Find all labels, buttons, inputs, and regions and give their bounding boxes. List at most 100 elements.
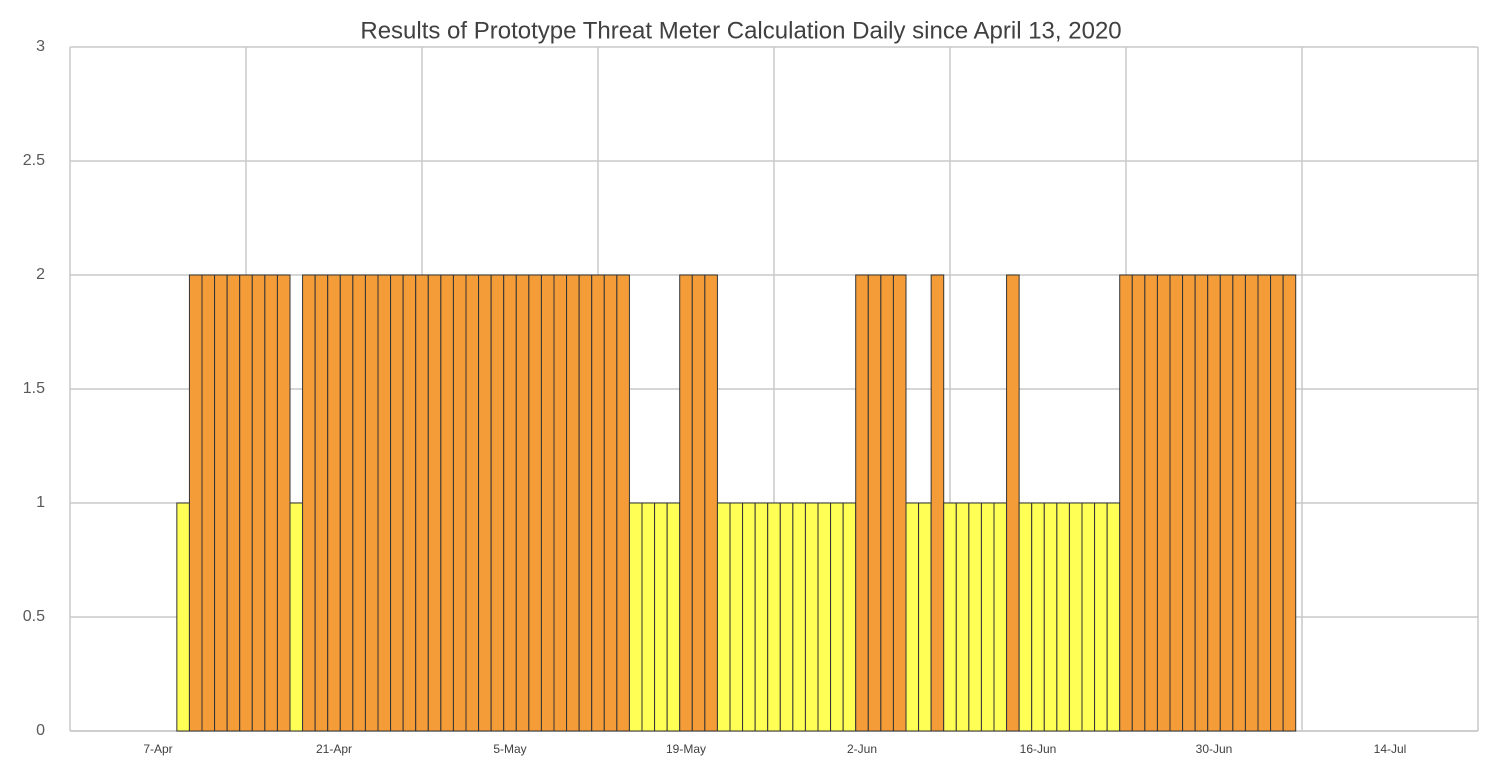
bar [578,274,593,732]
bar [880,274,894,732]
bar [905,502,920,732]
bar [767,502,781,732]
x-tick-label: 7-Apr [143,742,172,756]
bar [691,274,706,732]
bar [1194,274,1209,732]
bar [1219,274,1234,732]
bar [1244,274,1259,732]
bar [364,274,379,732]
bar [892,274,907,732]
bar [1169,274,1184,732]
bar [603,274,618,732]
y-tick-label: 0.5 [23,608,45,625]
bar [226,274,241,732]
bar [1119,274,1133,732]
bar [968,502,982,732]
bar [390,274,404,732]
bar [264,274,278,732]
bar [1144,274,1158,732]
bar [314,274,329,732]
bar [654,502,668,732]
bar [566,274,580,732]
bar [716,502,731,732]
bar [1094,502,1108,732]
bar [339,274,354,732]
bar [465,274,480,732]
bar [276,274,291,732]
bar [1156,274,1171,732]
y-tick-label: 1 [36,494,45,511]
bar [1282,274,1297,732]
bar [679,274,693,732]
bar [352,274,366,732]
bar [528,274,542,732]
bar [377,274,392,732]
y-tick-label: 1.5 [23,380,45,397]
bar [1031,502,1045,732]
bar [1006,274,1020,732]
y-tick-label: 2.5 [23,152,45,169]
x-tick-label: 21-Apr [316,742,352,756]
bar [515,274,530,732]
bar [1131,274,1146,732]
bar [779,502,794,732]
bar [239,274,253,732]
x-tick-label: 19-May [666,742,706,756]
bar [867,274,882,732]
bar [1056,502,1070,732]
bar [804,502,819,732]
bar [704,274,718,732]
x-tick-label: 2-Jun [847,742,877,756]
bar [930,274,945,732]
bar [1207,274,1221,732]
bar [440,274,454,732]
bar [327,274,341,732]
bar [943,502,957,732]
bar [980,502,995,732]
bar [402,274,417,732]
bar [1182,274,1196,732]
bar [553,274,568,732]
x-tick-label: 14-Jul [1374,742,1407,756]
bar [616,274,630,732]
bar [289,502,304,732]
bar [1081,502,1096,732]
bar [955,502,970,732]
x-tick-label: 30-Jun [1196,742,1233,756]
bar [817,502,832,732]
bar [302,274,316,732]
chart-title: Results of Prototype Threat Meter Calcul… [360,17,1121,44]
bar [918,502,932,732]
bar [754,502,769,732]
bar [214,274,228,732]
bar [490,274,505,732]
bar [176,502,190,732]
bar [478,274,492,732]
bar [855,274,869,732]
bar [830,502,844,732]
y-tick-label: 0 [36,722,45,739]
bar [842,502,857,732]
bar [427,274,442,732]
bar [201,274,216,732]
y-tick-label: 3 [36,38,45,55]
bar [993,502,1008,732]
bar [452,274,467,732]
bar [1068,502,1083,732]
bar [1106,502,1121,732]
bar [503,274,517,732]
bar [742,502,756,732]
bar [792,502,806,732]
bar [1043,502,1058,732]
bar [628,502,643,732]
x-tick-label: 5-May [493,742,526,756]
y-tick-label: 2 [36,266,45,283]
bar [1257,274,1272,732]
bar [591,274,605,732]
bar [666,502,681,732]
bar [188,274,203,732]
bar [251,274,266,732]
x-tick-label: 16-Jun [1020,742,1057,756]
bar [415,274,429,732]
bar [641,502,656,732]
